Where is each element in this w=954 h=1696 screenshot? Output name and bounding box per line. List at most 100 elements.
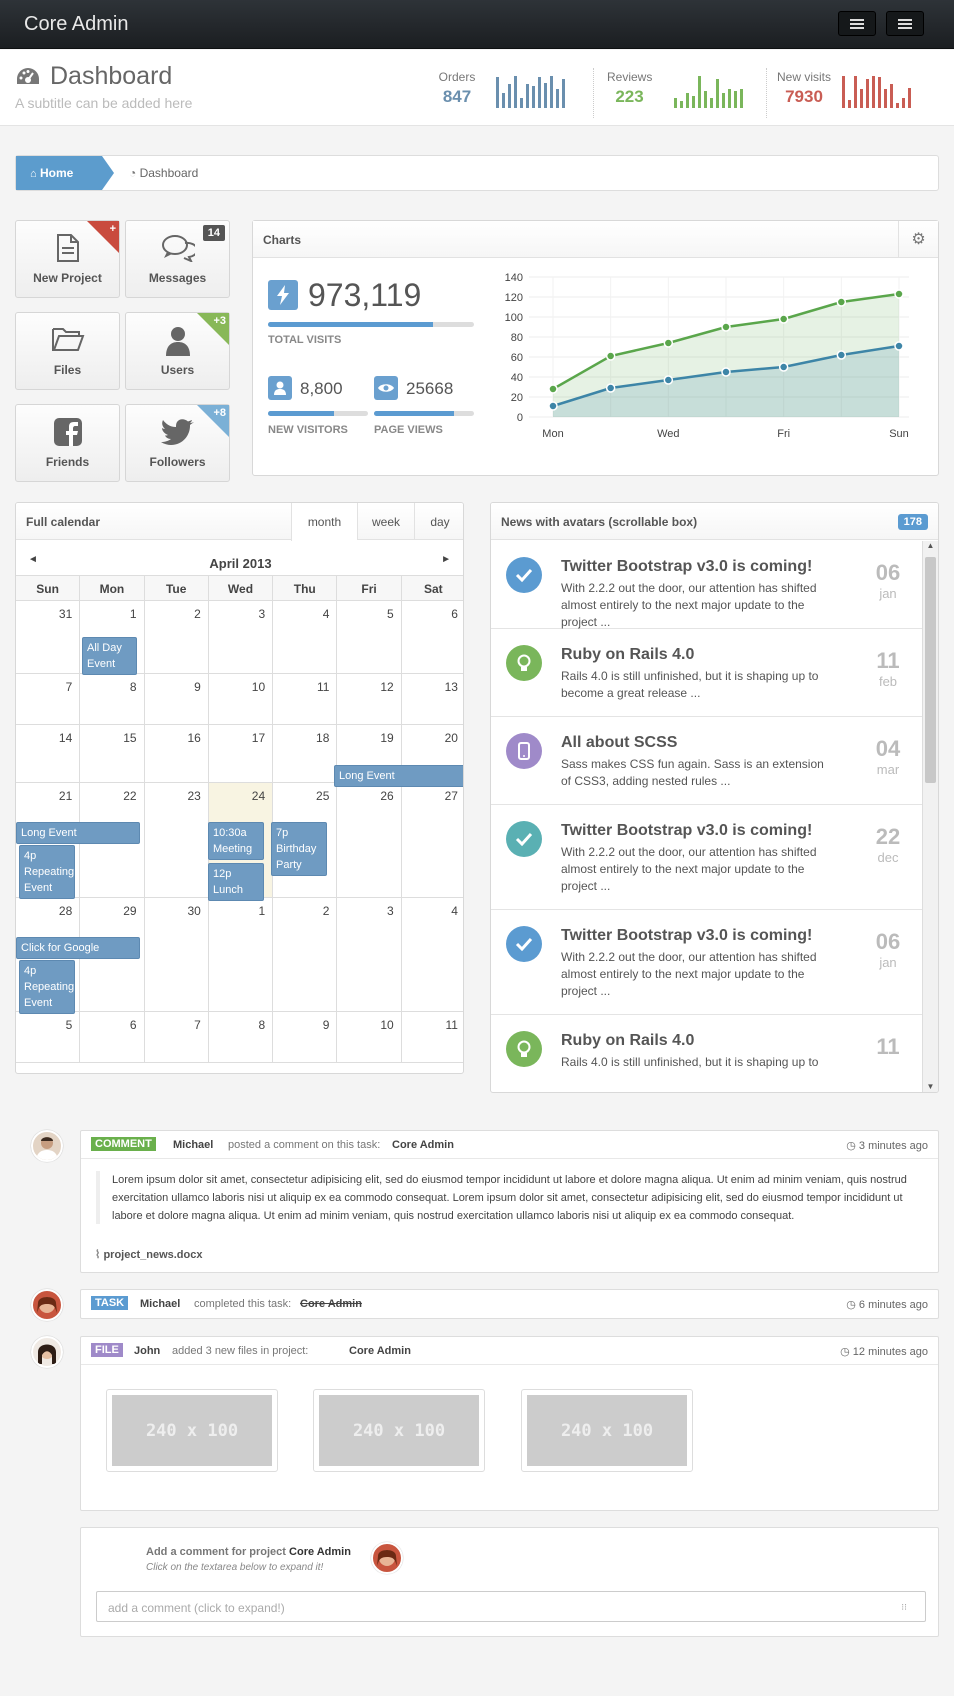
breadcrumb-home[interactable]: ⌂ Home (16, 156, 114, 190)
news-item[interactable]: All about SCSS Sass makes CSS fun again. … (491, 717, 923, 805)
news-item[interactable]: Twitter Bootstrap v3.0 is coming! With 2.… (491, 910, 923, 1015)
news-title[interactable]: Twitter Bootstrap v3.0 is coming! (561, 558, 813, 575)
tile-files[interactable]: Files (15, 312, 120, 390)
calendar-day[interactable]: 3 (209, 601, 274, 673)
data-point[interactable] (548, 384, 558, 394)
calendar-day[interactable]: 22 (80, 783, 145, 897)
scroll-down-icon[interactable]: ▼ (926, 1082, 935, 1091)
news-item[interactable]: Twitter Bootstrap v3.0 is coming! With 2.… (491, 541, 923, 629)
calendar-day[interactable]: 19 (337, 725, 402, 782)
project-link[interactable]: Core Admin (349, 1345, 411, 1357)
calendar-day[interactable]: 23 (145, 783, 209, 897)
calendar-day[interactable]: 10 (209, 674, 274, 724)
event-long[interactable]: Long Event (16, 822, 140, 844)
calendar-day[interactable]: 1 (209, 898, 274, 1011)
data-point[interactable] (894, 341, 904, 351)
calendar-day[interactable]: 3 (337, 898, 402, 1011)
calendar-day[interactable]: 8 (209, 1012, 274, 1062)
attachment-link[interactable]: ⌇ project_news.docx (95, 1248, 202, 1261)
data-point[interactable] (721, 367, 731, 377)
tile-followers[interactable]: Followers +8 (125, 404, 230, 482)
calendar-day[interactable]: 11 (273, 674, 338, 724)
news-item[interactable]: Ruby on Rails 4.0 Rails 4.0 is still unfi… (491, 1015, 923, 1092)
data-point[interactable] (836, 297, 847, 307)
news-title[interactable]: Ruby on Rails 4.0 (561, 646, 695, 663)
data-point[interactable] (605, 351, 616, 361)
event-repeating[interactable]: 4p Repeating Event (19, 960, 75, 1014)
calendar-day[interactable]: 6 (402, 601, 463, 673)
calendar-day[interactable]: 14 (16, 725, 81, 782)
calendar-day[interactable]: 29 (80, 898, 145, 1011)
calendar-day[interactable]: 13 (402, 674, 463, 724)
task-link[interactable]: Core Admin (300, 1298, 362, 1310)
data-point[interactable] (894, 289, 904, 299)
user-name[interactable]: Michael (140, 1298, 181, 1310)
resize-handle-icon[interactable]: ⁝⁝ (901, 1602, 907, 1612)
calendar-day[interactable]: 18 (273, 725, 338, 782)
scrollbar-thumb[interactable] (925, 557, 936, 783)
calendar-day[interactable]: 10 (337, 1012, 402, 1062)
image-thumbnail[interactable]: 240 x 100 (106, 1389, 278, 1472)
image-thumbnail[interactable]: 240 x 100 (521, 1389, 693, 1472)
data-point[interactable] (605, 383, 616, 393)
event-meeting[interactable]: 10:30a Meeting (208, 822, 264, 860)
calendar-day[interactable]: 5 (16, 1012, 81, 1062)
tile-users[interactable]: Users +3 (125, 312, 230, 390)
news-title[interactable]: Twitter Bootstrap v3.0 is coming! (561, 822, 813, 839)
calendar-day[interactable]: 15 (80, 725, 145, 782)
data-point[interactable] (663, 375, 674, 385)
data-point[interactable] (548, 401, 558, 411)
comment-textarea[interactable]: add a comment (click to expand!) ⁝⁝ (96, 1591, 926, 1622)
calendar-day[interactable]: 5 (337, 601, 402, 673)
calendar-day[interactable]: 4 (273, 601, 338, 673)
calendar-day[interactable]: 12 (337, 674, 402, 724)
tile-messages[interactable]: Messages 14 (125, 220, 230, 298)
news-title[interactable]: Ruby on Rails 4.0 (561, 1032, 695, 1049)
calendar-day[interactable]: 25 (273, 783, 338, 897)
next-month-button[interactable]: ► (441, 554, 451, 565)
event-google[interactable]: Click for Google (16, 937, 140, 959)
user-name[interactable]: Michael (173, 1139, 214, 1151)
calendar-day[interactable]: 31 (16, 601, 81, 673)
task-link[interactable]: Core Admin (392, 1139, 454, 1151)
news-list[interactable]: Twitter Bootstrap v3.0 is coming! With 2.… (491, 541, 923, 1092)
image-thumbnail[interactable]: 240 x 100 (313, 1389, 485, 1472)
calendar-day[interactable]: 20 (402, 725, 463, 782)
project-link[interactable]: Core Admin (289, 1546, 351, 1558)
data-point[interactable] (778, 314, 789, 324)
data-point[interactable] (778, 362, 789, 372)
event-lunch[interactable]: 12p Lunch (208, 863, 264, 901)
calendar-day[interactable]: 16 (145, 725, 209, 782)
calendar-day[interactable]: 26 (337, 783, 402, 897)
gear-icon[interactable]: ⚙ (898, 221, 938, 257)
calendar-day[interactable]: 1 (80, 601, 145, 673)
event-birthday[interactable]: 7p Birthday Party (271, 822, 327, 876)
data-point[interactable] (836, 350, 847, 360)
news-item[interactable]: Ruby on Rails 4.0 Rails 4.0 is still unfi… (491, 629, 923, 717)
calendar-day[interactable]: 27 (402, 783, 463, 897)
calendar-day[interactable]: 7 (16, 674, 81, 724)
calendar-day[interactable]: 17 (209, 725, 274, 782)
calendar-day[interactable]: 4 (402, 898, 463, 1011)
event-repeating[interactable]: 4p Repeating Event (19, 845, 75, 899)
prev-month-button[interactable]: ◄ (28, 554, 38, 565)
calendar-day[interactable]: 9 (145, 674, 209, 724)
event-long[interactable]: Long Event (334, 765, 463, 787)
calendar-day[interactable]: 11 (402, 1012, 463, 1062)
breadcrumb-current[interactable]: ◔ Dashboard (129, 166, 198, 180)
list-view-button[interactable] (838, 11, 876, 36)
news-scrollbar[interactable]: ▲ ▼ (922, 541, 938, 1092)
tile-friends[interactable]: Friends (15, 404, 120, 482)
calendar-day[interactable]: 2 (273, 898, 338, 1011)
event-all-day[interactable]: All Day Event (82, 637, 137, 675)
tile-new-project[interactable]: New Project + (15, 220, 120, 298)
calendar-day[interactable]: 6 (80, 1012, 145, 1062)
news-title[interactable]: Twitter Bootstrap v3.0 is coming! (561, 927, 813, 944)
calendar-day[interactable]: 8 (80, 674, 145, 724)
scroll-up-icon[interactable]: ▲ (926, 541, 935, 550)
tab-month[interactable]: month (291, 503, 357, 541)
calendar-day[interactable]: 30 (145, 898, 209, 1011)
data-point[interactable] (721, 322, 731, 332)
news-item[interactable]: Twitter Bootstrap v3.0 is coming! With 2.… (491, 805, 923, 910)
calendar-day[interactable]: 9 (273, 1012, 338, 1062)
